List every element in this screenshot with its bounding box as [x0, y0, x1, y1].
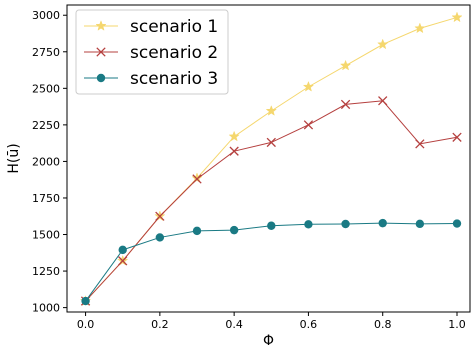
- x-marker-stroke: [118, 256, 128, 266]
- data-point: [452, 219, 462, 228]
- series-layer: [79, 11, 463, 306]
- legend-label: scenario 1: [130, 17, 218, 37]
- data-point: [118, 256, 128, 266]
- y-tick-label: 2750: [32, 46, 60, 59]
- data-point: [192, 226, 202, 236]
- x-marker-stroke: [266, 137, 276, 148]
- series-line: [85, 100, 458, 302]
- data-point: [192, 174, 202, 184]
- legend-swatch-marker: [96, 47, 106, 57]
- x-axis-label: Φ: [263, 333, 274, 349]
- x-marker-stroke: [229, 146, 239, 156]
- data-point: [155, 211, 165, 221]
- series-scenario-3: [81, 218, 462, 306]
- x-tick-label: 0.2: [151, 318, 169, 331]
- data-point: [229, 225, 239, 235]
- data-point: [377, 38, 389, 50]
- plot-area: [66, 4, 471, 313]
- legend-swatch-marker: [95, 20, 107, 31]
- x-marker-stroke: [378, 96, 388, 106]
- y-tick-label: 1250: [32, 265, 60, 278]
- data-point: [266, 137, 276, 148]
- legend-label: scenario 3: [130, 69, 218, 89]
- legend-entry: scenario 2: [84, 43, 218, 63]
- data-point: [155, 233, 165, 242]
- legend-label: scenario 2: [130, 43, 218, 63]
- data-point: [81, 296, 90, 306]
- data-point: [378, 218, 387, 228]
- x-marker-stroke: [415, 139, 425, 149]
- x-tick-label: 0.4: [225, 318, 243, 331]
- data-point: [229, 146, 239, 156]
- legend-swatch-marker: [96, 73, 106, 83]
- data-point: [302, 80, 315, 92]
- x-marker-stroke: [155, 211, 165, 221]
- data-point: [267, 221, 276, 230]
- legend-box: [75, 9, 229, 95]
- data-point: [303, 120, 314, 130]
- data-point: [415, 219, 425, 229]
- x-tick-label: 0.8: [374, 318, 392, 331]
- x-marker-stroke: [192, 174, 202, 184]
- y-tick-label: 2000: [32, 155, 60, 168]
- x-marker-stroke: [452, 132, 462, 142]
- y-tick-label: 3000: [32, 9, 60, 22]
- data-point: [415, 139, 425, 149]
- y-tick-label: 2250: [32, 119, 60, 132]
- series-line: [85, 222, 458, 302]
- data-point: [265, 105, 277, 116]
- data-point: [339, 59, 352, 71]
- data-point: [378, 96, 388, 106]
- data-point: [451, 11, 463, 23]
- y-tick-label: 1750: [32, 192, 60, 205]
- legend-entry: scenario 1: [84, 17, 218, 37]
- legend: scenario 1 scenario 2 scenario 3: [75, 9, 229, 95]
- x-axis: 0.0 0.2 0.4 0.6 0.8 1.0: [77, 312, 466, 331]
- x-tick-label: 1.0: [448, 318, 466, 331]
- x-marker-stroke: [303, 120, 314, 130]
- y-tick-label: 2500: [32, 82, 60, 95]
- series-scenario-2: [80, 96, 462, 306]
- data-point: [414, 22, 426, 34]
- data-point: [304, 220, 313, 229]
- legend-entry: scenario 3: [84, 69, 218, 89]
- y-axis-label: H(ū): [6, 143, 22, 173]
- plot-frame: [66, 4, 471, 313]
- x-tick-label: 0.0: [77, 318, 95, 331]
- data-point: [118, 245, 127, 255]
- y-axis: 1000 1250 1500 1750 2000 2250 2500 2750 3000: [32, 9, 67, 315]
- y-tick-label: 1000: [32, 302, 60, 315]
- y-tick-label: 1500: [32, 229, 60, 242]
- x-marker-stroke: [340, 99, 351, 110]
- data-point: [341, 219, 350, 229]
- x-tick-label: 0.6: [300, 318, 318, 331]
- data-point: [452, 132, 462, 142]
- data-point: [340, 99, 351, 110]
- x-marker-stroke: [96, 47, 106, 57]
- data-point: [228, 130, 240, 142]
